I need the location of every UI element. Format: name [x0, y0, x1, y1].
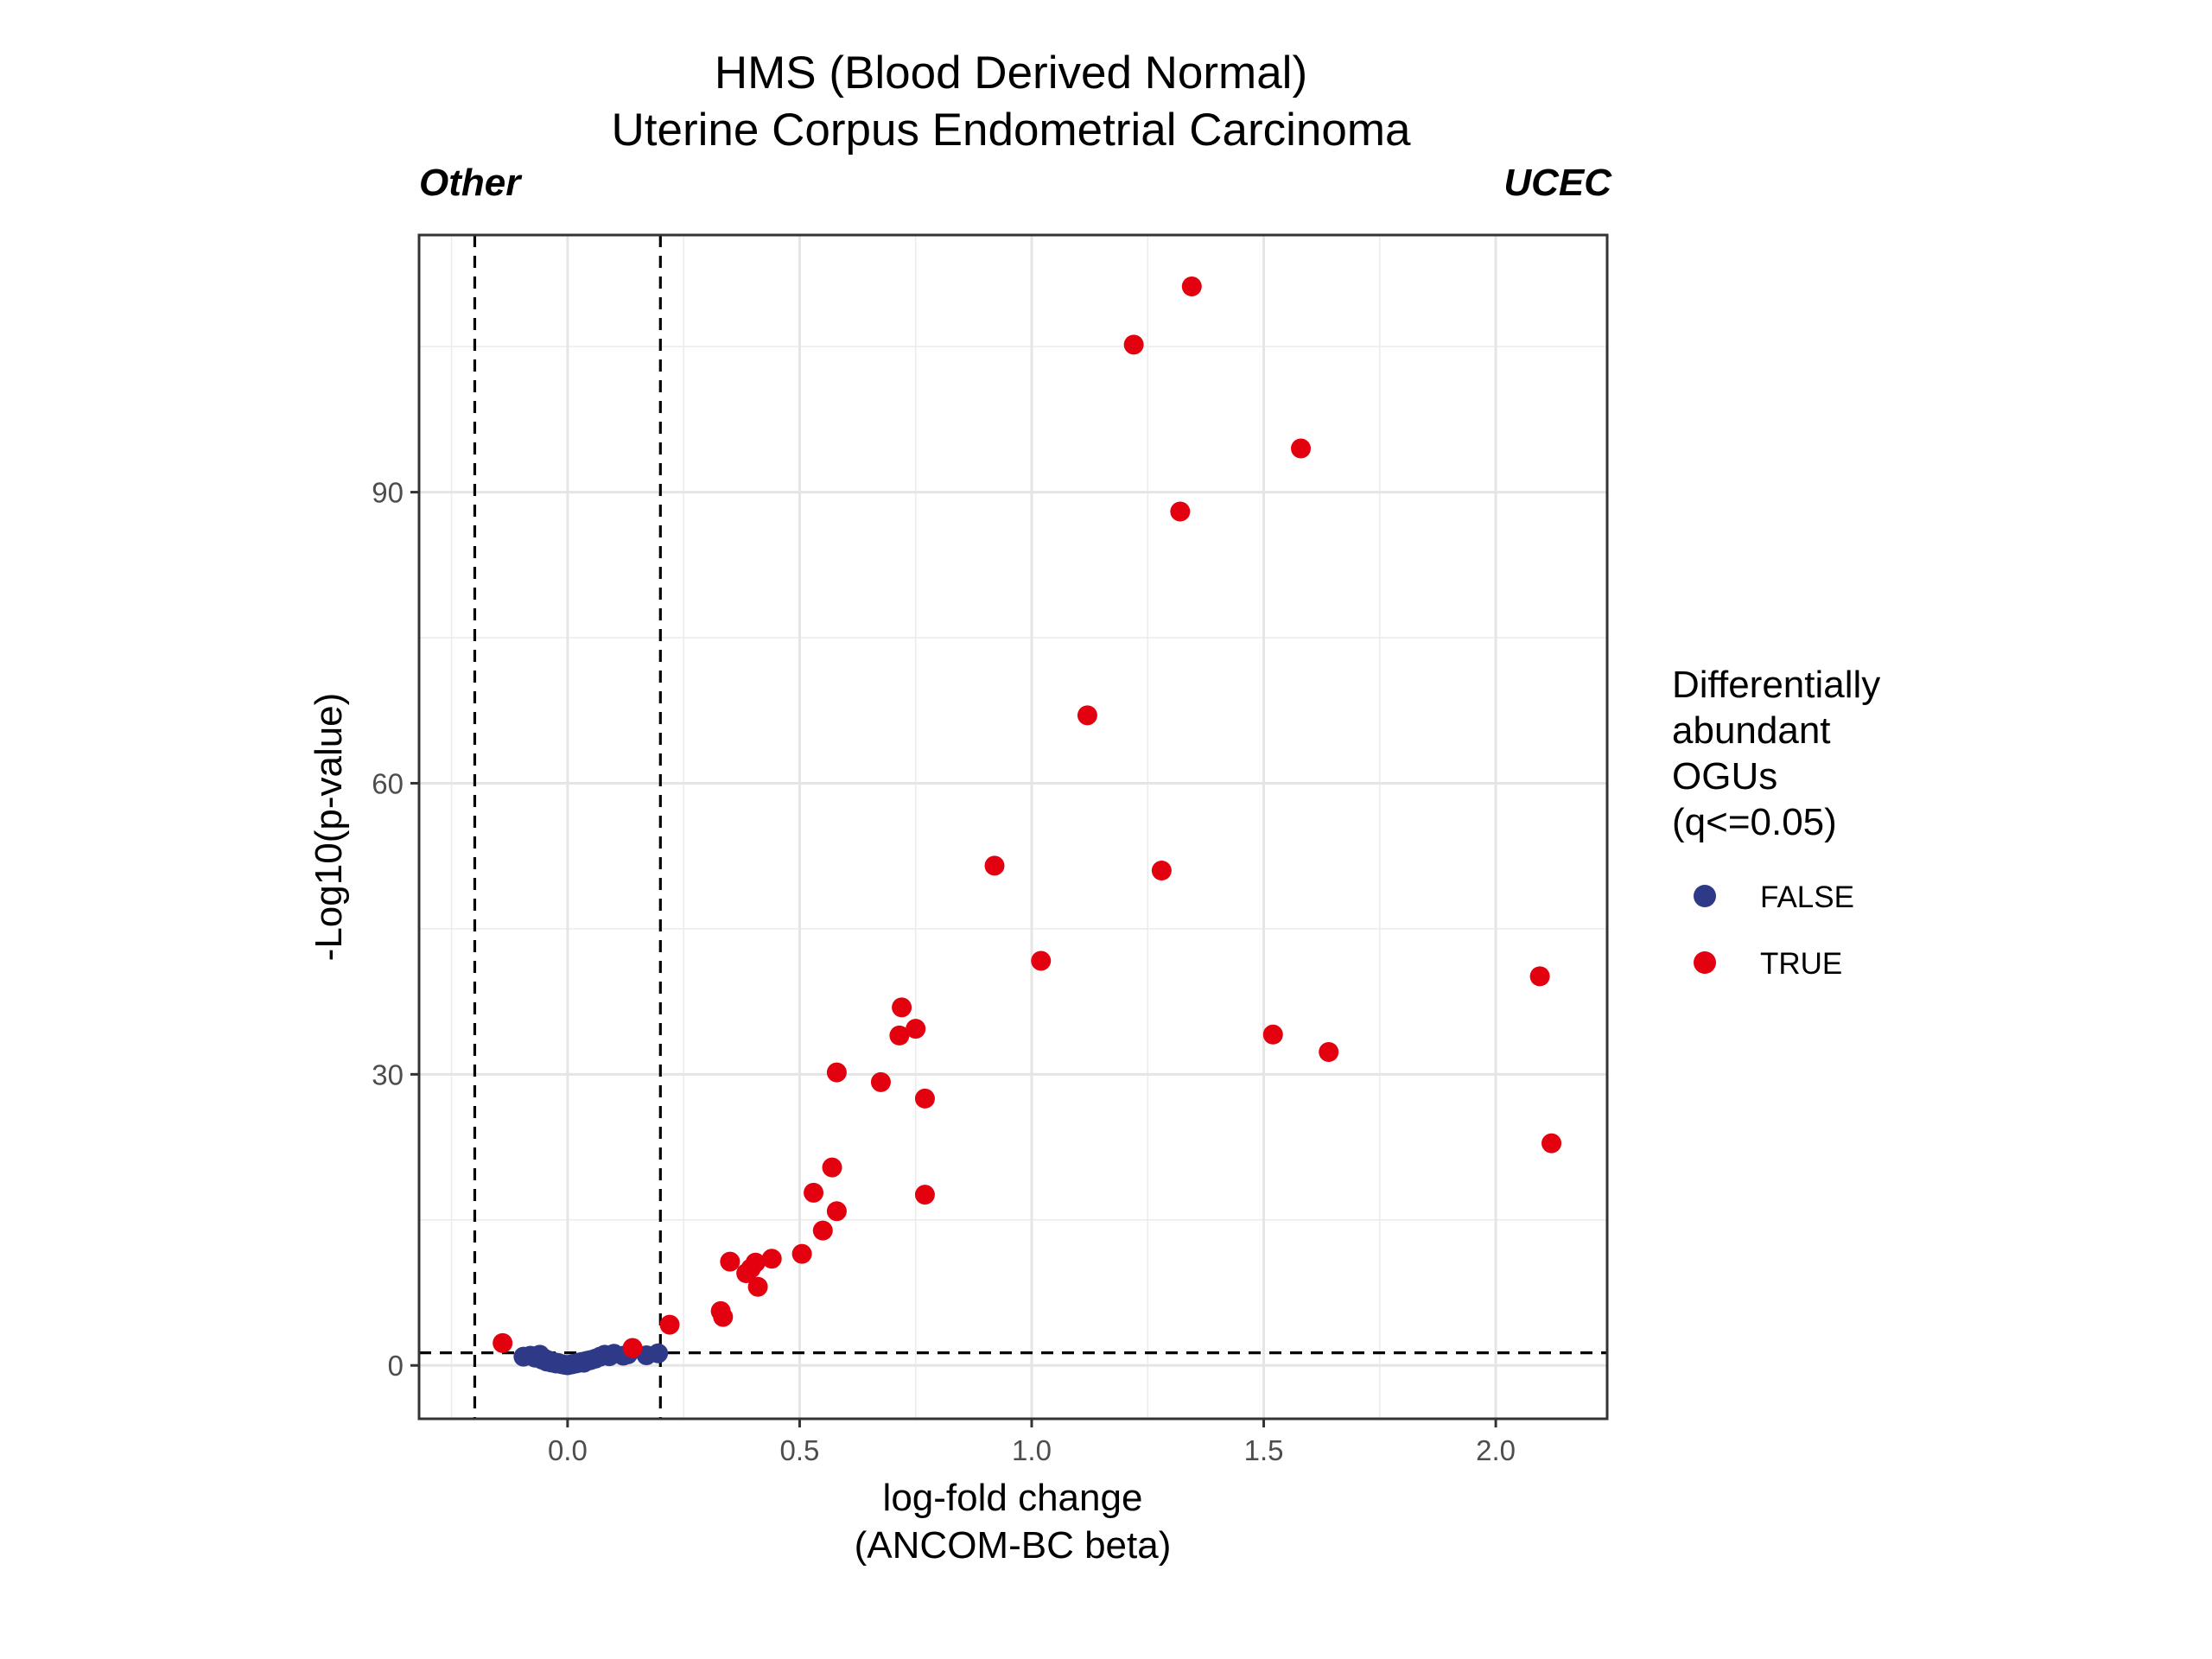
data-point-true [1291, 438, 1312, 459]
data-point-true [826, 1201, 847, 1222]
data-point-true [1529, 966, 1550, 987]
data-points [493, 276, 1562, 1376]
data-point-true [1541, 1133, 1562, 1154]
x-tick-label: 1.5 [1244, 1434, 1284, 1466]
data-point-true [914, 1185, 935, 1205]
data-point-true [659, 1314, 680, 1335]
data-point-true [1181, 276, 1202, 297]
data-point-true [745, 1252, 766, 1273]
y-tick-label: 30 [372, 1058, 404, 1090]
data-point-true [870, 1071, 891, 1092]
legend-key-true [1694, 951, 1716, 974]
x-axis-label-line-1: log-fold change [883, 1477, 1143, 1519]
grid-major [419, 235, 1607, 1419]
corner-label-other: Other [419, 162, 523, 204]
y-tick-label: 0 [388, 1350, 404, 1382]
data-point-true [1319, 1042, 1339, 1063]
data-point-true [622, 1338, 643, 1358]
plot-panel-border [417, 233, 1609, 1421]
legend: Differentially abundant OGUs (q<=0.05) F… [1672, 664, 1880, 981]
legend-title-line-4: (q<=0.05) [1672, 801, 1837, 843]
legend-title-line-2: abundant [1672, 709, 1831, 752]
x-tick-label: 0.0 [548, 1434, 588, 1466]
data-point-true [1262, 1024, 1283, 1045]
x-tick-label: 2.0 [1476, 1434, 1516, 1466]
x-axis-label-line-2: (ANCOM-BC beta) [855, 1524, 1172, 1567]
data-point-true [1077, 705, 1097, 726]
data-point-true [914, 1088, 935, 1109]
data-point-true [804, 1182, 824, 1203]
y-tick-label: 60 [372, 767, 404, 799]
data-point-true [791, 1243, 812, 1264]
legend-label-false: FALSE [1760, 880, 1854, 914]
legend-title-line-3: OGUs [1672, 755, 1777, 798]
x-tick-label: 1.0 [1012, 1434, 1052, 1466]
data-point-false [648, 1343, 669, 1363]
data-point-true [761, 1249, 782, 1269]
x-axis-ticks: 0.0 0.5 1.0 1.5 2.0 [548, 1419, 1516, 1466]
chart-title-line-2: Uterine Corpus Endometrial Carcinoma [612, 105, 1411, 156]
data-point-true [892, 997, 912, 1018]
data-point-true [720, 1251, 741, 1272]
threshold-lines [419, 235, 1607, 1419]
data-point-true [713, 1306, 734, 1327]
data-point-true [822, 1157, 842, 1178]
grid-minor [419, 235, 1607, 1419]
data-point-true [812, 1220, 833, 1241]
data-point-true [1151, 861, 1172, 881]
y-axis-label: -Log10(p-value) [308, 693, 350, 962]
data-point-true [1170, 501, 1191, 522]
data-point-true [826, 1062, 847, 1083]
data-point-true [747, 1276, 768, 1297]
x-tick-label: 0.5 [779, 1434, 819, 1466]
legend-label-true: TRUE [1760, 947, 1842, 981]
chart-title-line-1: HMS (Blood Derived Normal) [715, 48, 1307, 99]
data-point-true [889, 1025, 910, 1046]
y-tick-label: 90 [372, 477, 404, 509]
data-point-true [1031, 950, 1052, 971]
data-point-true [984, 855, 1005, 876]
y-axis-ticks: 0 30 60 90 [372, 477, 419, 1382]
data-point-true [906, 1019, 926, 1039]
data-point-true [493, 1332, 513, 1353]
data-point-true [1123, 334, 1144, 355]
corner-label-ucec: UCEC [1503, 162, 1612, 204]
legend-title-line-1: Differentially [1672, 664, 1880, 706]
legend-key-false [1694, 885, 1716, 907]
